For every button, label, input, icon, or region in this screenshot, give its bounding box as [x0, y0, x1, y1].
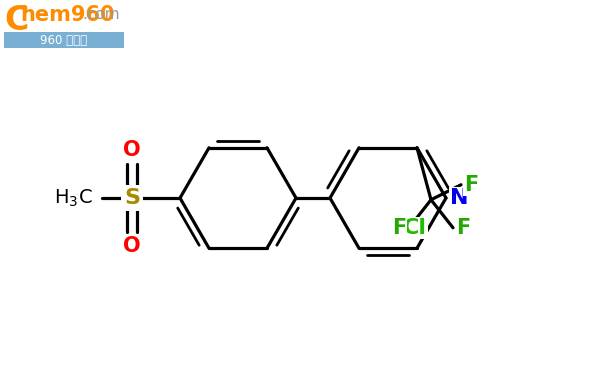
Text: F: F	[456, 218, 470, 238]
Bar	[4, 32, 124, 48]
Text: N: N	[450, 188, 468, 208]
Text: F: F	[464, 175, 478, 195]
Text: C: C	[4, 4, 28, 37]
Text: .com: .com	[82, 7, 120, 22]
Text: hem960: hem960	[20, 5, 114, 25]
Text: F: F	[392, 218, 406, 238]
Text: S: S	[124, 188, 140, 208]
Text: $\mathsf{H_3C}$: $\mathsf{H_3C}$	[54, 188, 93, 209]
Text: O: O	[123, 236, 141, 256]
Text: O: O	[123, 140, 141, 160]
Text: Cl: Cl	[403, 218, 427, 238]
Text: 960 化工网: 960 化工网	[41, 33, 88, 46]
